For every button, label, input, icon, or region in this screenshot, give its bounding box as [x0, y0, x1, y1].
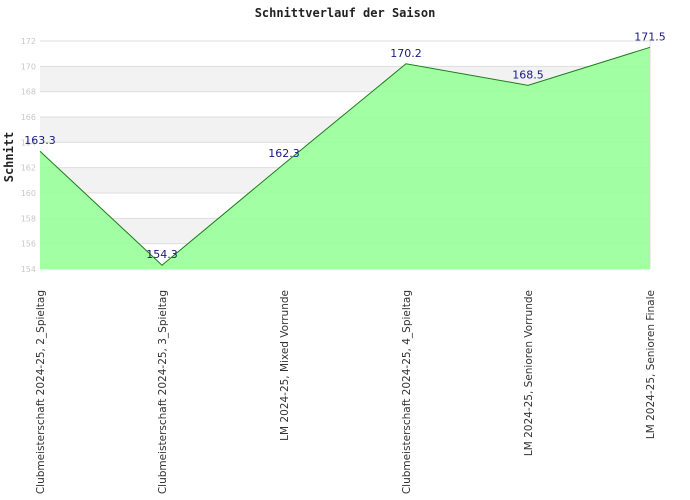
y-tick-label: 156 [21, 240, 36, 249]
data-label: 163.3 [24, 134, 56, 147]
x-tick-label: Clubmeisterschaft 2024-25, 2_Spieltag [35, 290, 47, 494]
x-tick-label: LM 2024-25, Senioren Vorrunde [523, 290, 535, 456]
y-tick-label: 172 [21, 37, 36, 46]
x-tick-label: LM 2024-25, Mixed Vorrunde [279, 290, 291, 441]
x-tick-label: Clubmeisterschaft 2024-25, 3_Spieltag [157, 290, 169, 494]
data-labels: 163.3 154.3 162.3 170.2 168.5 171.5 [24, 30, 666, 261]
y-axis-label: Schnitt [2, 132, 16, 183]
y-axis-ticks: 154 156 158 160 162 164 166 168 170 172 [21, 37, 36, 274]
series-line [39, 46, 651, 266]
y-tick-label: 162 [21, 164, 36, 173]
data-label: 154.3 [146, 248, 178, 261]
data-label: 168.5 [512, 68, 544, 81]
x-tick-label: Clubmeisterschaft 2024-25, 4_Spieltag [401, 290, 413, 494]
y-tick-label: 168 [21, 88, 36, 97]
series-area [40, 47, 650, 270]
chart-title: Schnittverlauf der Saison [255, 6, 436, 20]
y-tick-label: 158 [21, 214, 36, 223]
data-label: 170.2 [390, 47, 422, 60]
y-tick-label: 170 [21, 62, 36, 71]
y-tick-label: 166 [21, 113, 36, 122]
data-label: 162.3 [268, 147, 300, 160]
data-label: 171.5 [634, 30, 666, 43]
y-tick-label: 154 [21, 265, 36, 274]
y-tick-label: 164 [21, 138, 36, 147]
x-axis-ticks: Clubmeisterschaft 2024-25, 2_Spieltag Clu… [35, 290, 657, 494]
y-tick-label: 160 [21, 189, 36, 198]
x-tick-label: LM 2024-25, Senioren Finale [645, 290, 657, 439]
background-band [40, 41, 650, 67]
